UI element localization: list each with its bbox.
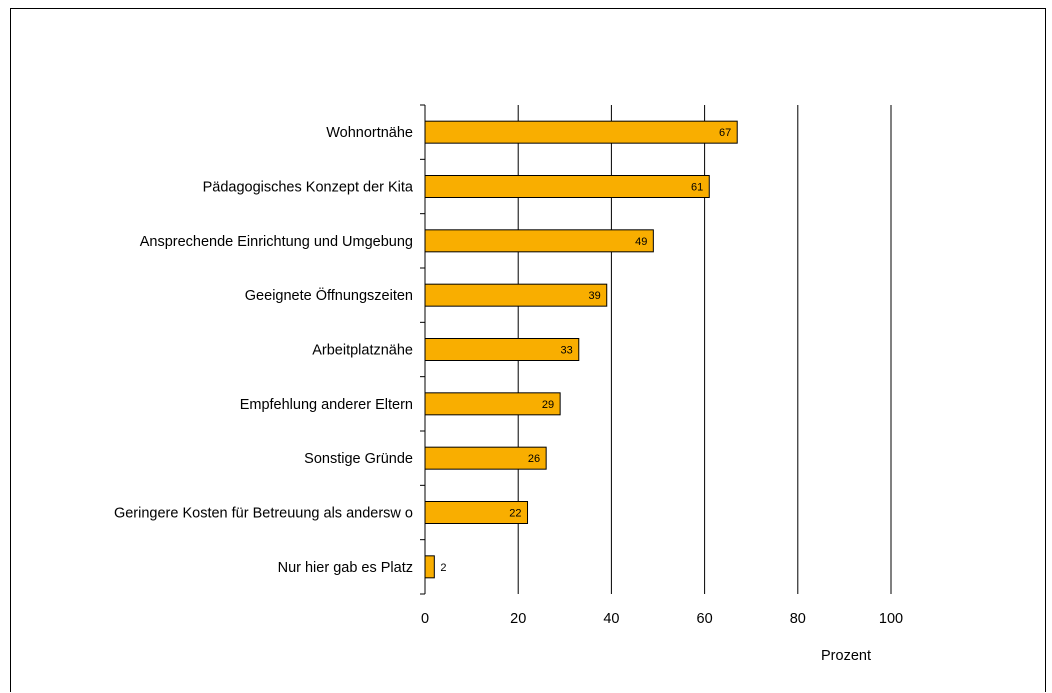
value-label-3: 49 [635,236,647,248]
category-label-9: Nur hier gab es Platz [278,560,413,576]
bar-7 [424,446,547,470]
bar-6 [424,392,561,416]
bar-9 [424,555,435,579]
x-tick-labels: 0 20 40 60 80 100 [421,611,903,627]
chart-frame [10,8,1046,692]
bar-1 [424,120,738,144]
value-label-8: 22 [509,508,521,520]
value-label-4: 39 [588,290,600,302]
bar-4 [424,283,608,307]
x-tick-label-0: 0 [421,611,429,627]
value-label-5: 33 [561,345,573,357]
category-label-6: Empfehlung anderer Eltern [240,397,413,413]
category-label-8: Geringere Kosten für Betreuung als ander… [114,506,413,522]
value-label-2: 61 [691,182,703,194]
value-label-6: 29 [542,399,554,411]
bars [424,120,738,579]
x-axis-title: Prozent [821,648,871,664]
category-label-3: Ansprechende Einrichtung und Umgebung [140,234,413,250]
x-tick-label-40: 40 [603,611,619,627]
x-tick-label-100: 100 [879,611,903,627]
category-label-2: Pädagogisches Konzept der Kita [203,180,414,196]
category-labels: Wohnortnähe Pädagogisches Konzept der Kit… [114,125,414,576]
bar-5 [424,338,580,361]
bar-8 [424,501,529,524]
category-label-5: Arbeitplatznähe [312,343,413,359]
y-axis [420,104,426,595]
value-label-7: 26 [528,453,540,465]
x-tick-label-20: 20 [510,611,526,627]
bar-2 [424,175,710,198]
value-label-9: 2 [440,562,446,574]
category-label-1: Wohnortnähe [326,125,413,141]
x-tick-label-60: 60 [697,611,713,627]
category-label-7: Sonstige Gründe [304,451,413,467]
value-label-1: 67 [719,127,731,139]
bar-3 [424,229,654,253]
x-tick-label-80: 80 [790,611,806,627]
category-label-4: Geeignete Öffnungszeiten [245,286,413,304]
